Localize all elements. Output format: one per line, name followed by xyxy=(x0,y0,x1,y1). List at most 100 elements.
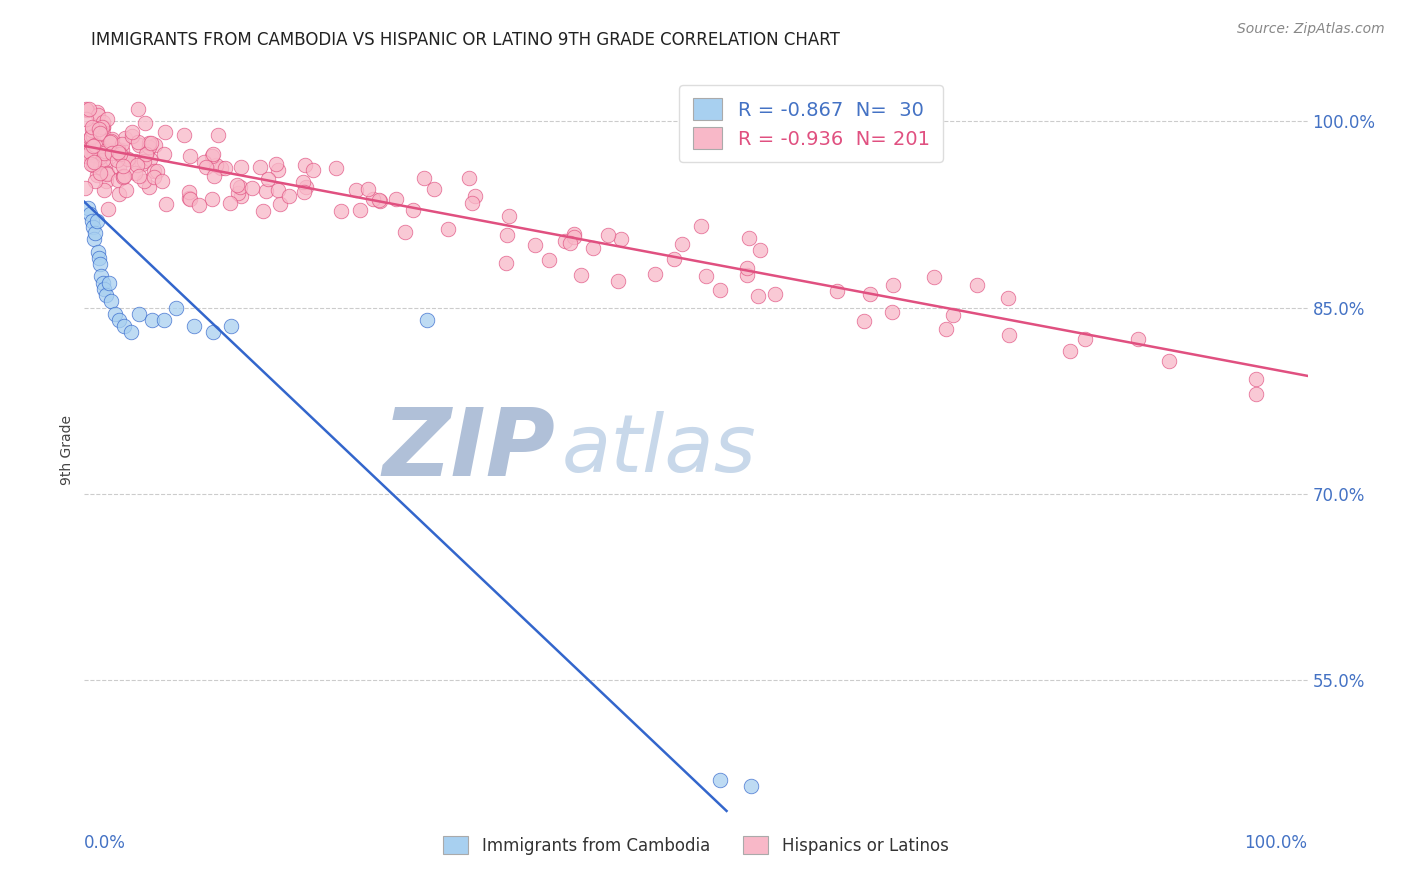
Point xyxy=(93,183,115,197)
Point xyxy=(344,183,367,197)
Point xyxy=(997,291,1019,305)
Point xyxy=(135,147,157,161)
Point xyxy=(269,196,291,211)
Point xyxy=(83,155,105,169)
Point xyxy=(229,189,252,203)
Point xyxy=(267,163,290,178)
Point xyxy=(229,180,252,194)
Point xyxy=(77,201,100,215)
Point xyxy=(935,322,957,336)
Point xyxy=(80,123,103,137)
Point xyxy=(735,268,758,283)
Point xyxy=(325,161,347,176)
Point xyxy=(748,244,770,258)
Point xyxy=(143,169,166,184)
Point xyxy=(207,128,229,142)
Point xyxy=(368,193,391,207)
Point xyxy=(165,301,187,315)
Point xyxy=(94,153,117,168)
Point xyxy=(267,183,290,197)
Point xyxy=(257,172,280,186)
Point xyxy=(107,145,129,160)
Point xyxy=(357,182,380,196)
Point xyxy=(127,135,149,149)
Point xyxy=(91,138,114,153)
Point xyxy=(107,142,129,156)
Point xyxy=(91,120,114,134)
Point xyxy=(124,166,146,180)
Point xyxy=(134,153,156,168)
Point xyxy=(690,219,713,233)
Point xyxy=(349,202,371,217)
Point xyxy=(214,161,236,175)
Point xyxy=(644,267,666,281)
Point xyxy=(301,163,323,178)
Point xyxy=(127,102,149,116)
Point xyxy=(413,171,436,186)
Point xyxy=(79,145,101,160)
Point xyxy=(825,284,848,298)
Point xyxy=(747,289,769,303)
Point xyxy=(112,319,135,334)
Point xyxy=(495,255,517,269)
Point xyxy=(1244,387,1267,401)
Point xyxy=(709,283,731,297)
Point xyxy=(924,269,946,284)
Point xyxy=(177,191,200,205)
Point xyxy=(83,173,105,187)
Point xyxy=(266,157,288,171)
Point xyxy=(94,145,117,160)
Point xyxy=(93,127,115,141)
Point xyxy=(201,326,224,340)
Point xyxy=(138,140,160,154)
Point xyxy=(110,143,132,157)
Point xyxy=(104,307,127,321)
Point xyxy=(82,219,104,234)
Point xyxy=(291,175,314,189)
Point xyxy=(111,159,134,173)
Point xyxy=(402,202,425,217)
Point xyxy=(112,169,135,183)
Point xyxy=(107,187,129,202)
Point xyxy=(73,145,96,160)
Point xyxy=(82,139,104,153)
Point xyxy=(582,241,605,255)
Point xyxy=(202,147,225,161)
Point xyxy=(111,170,134,185)
Point xyxy=(80,213,103,227)
Point xyxy=(219,196,242,211)
Point xyxy=(79,207,101,221)
Point xyxy=(100,294,122,309)
Point xyxy=(96,288,118,302)
Point xyxy=(89,150,111,164)
Point xyxy=(83,232,105,246)
Point xyxy=(464,189,486,203)
Point xyxy=(80,140,103,154)
Point xyxy=(97,202,120,217)
Text: ZIP: ZIP xyxy=(382,404,555,497)
Point xyxy=(97,276,120,290)
Point xyxy=(75,146,97,161)
Point xyxy=(460,196,482,211)
Point xyxy=(108,146,131,161)
Point xyxy=(249,160,271,174)
Point xyxy=(134,116,156,130)
Point xyxy=(94,144,117,158)
Point xyxy=(329,204,352,219)
Point xyxy=(73,148,96,162)
Point xyxy=(295,179,318,194)
Point xyxy=(560,236,582,251)
Point xyxy=(76,136,98,151)
Point xyxy=(139,136,162,151)
Point xyxy=(153,147,176,161)
Point xyxy=(1128,331,1150,345)
Point xyxy=(111,169,134,183)
Point xyxy=(101,132,124,146)
Point xyxy=(115,183,138,197)
Point xyxy=(93,146,115,161)
Point xyxy=(77,102,100,116)
Point xyxy=(201,192,224,206)
Point xyxy=(124,154,146,169)
Point xyxy=(695,268,717,283)
Point xyxy=(671,236,693,251)
